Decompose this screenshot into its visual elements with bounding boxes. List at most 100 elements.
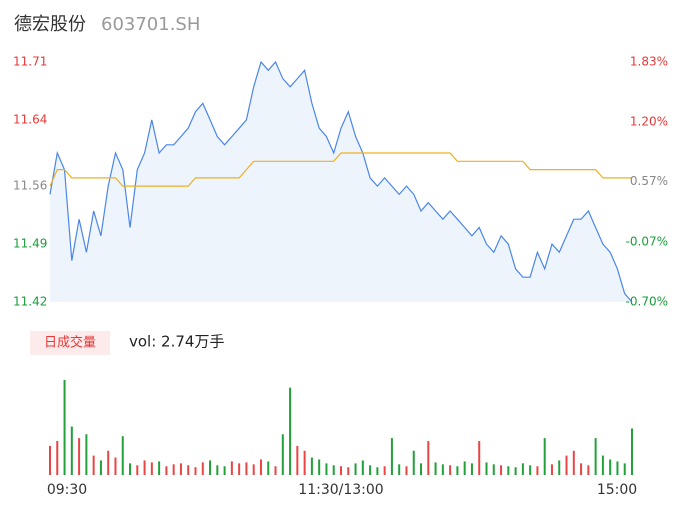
volume-bar [558,460,561,475]
volume-bar [412,450,415,475]
volume-bar [216,465,219,475]
volume-bar [209,460,212,475]
volume-bar [594,438,597,475]
volume-bar [49,445,51,475]
volume-bar [361,460,364,475]
volume-bar [259,459,262,475]
y2-tick-label: 0.57% [630,174,668,188]
volume-bar [165,466,168,475]
volume-bar [398,464,401,475]
x-tick-label: 15:00 [597,482,637,498]
y-tick-label: 11.42 [13,295,47,309]
volume-bar [223,466,226,475]
y2-tick-label: -0.70% [626,295,668,309]
volume-bar [194,467,197,475]
volume-bar [529,465,532,475]
y-tick-label: 11.71 [13,55,47,69]
volume-bar [92,455,95,475]
volume-bar [623,463,626,475]
volume-bar [383,466,386,475]
volume-bar [587,465,590,475]
volume-bar [405,466,408,475]
volume-bar [536,466,539,475]
volume-bar [325,463,328,475]
volume-bar [187,465,190,475]
volume-bar [281,434,284,475]
x-tick-label: 09:30 [47,482,87,498]
y2-tick-label: 1.83% [630,55,668,69]
volume-bar [543,438,546,475]
volume-bar [121,436,124,475]
volume-bar [500,465,503,475]
volume-bar [245,462,248,475]
volume-bar [470,463,473,475]
y2-tick-label: -0.07% [626,235,668,249]
volume-bar [616,461,619,475]
volume-bar [521,463,524,475]
volume-bar [129,463,132,475]
price-area [50,62,632,302]
volume-bar [340,466,342,475]
volume-bar [63,379,66,475]
volume-bar [78,438,81,475]
volume-bar [427,441,430,475]
y-tick-label: 11.64 [13,112,47,126]
volume-bar [201,462,204,475]
average-line [49,152,632,187]
volume-bar [449,465,452,475]
chart-subtitle: 603701.SH [101,14,200,35]
volume-bar [390,438,393,475]
volume-bar [609,459,612,475]
volume-bar [485,462,488,475]
volume-bar [332,465,335,475]
volume-bar [507,466,510,475]
volume-label-bg [30,331,110,355]
volume-bar [318,459,321,475]
volume-bar [601,455,604,475]
volume-summary: vol: 2.74万手 [129,333,224,351]
volume-bar [369,465,372,475]
volume-bar [107,450,110,475]
volume-bar [354,463,357,475]
volume-bar [179,463,182,475]
volume-bar [274,466,277,475]
y-tick-label: 11.49 [13,237,47,251]
volume-bar [456,466,459,475]
volume-bar [150,462,153,475]
volume-bar [514,467,517,475]
volume-bar [172,464,175,475]
volume-bar [565,455,568,475]
y2-tick-label: 1.20% [630,114,668,128]
volume-bar [441,464,444,475]
volume-bar [56,441,59,475]
volume-bar [580,463,583,475]
volume-bar [631,428,633,475]
volume-bar [136,465,139,475]
volume-bar [310,457,313,475]
volume-bar [85,434,88,475]
volume-bar [478,441,481,475]
volume-bar [289,387,292,475]
volume-bar [230,461,233,475]
volume-bar [420,463,423,475]
volume-bar [434,462,437,475]
volume-bar [99,460,102,475]
volume-bar [376,467,379,475]
volume-bar [296,445,299,475]
volume-bar [114,457,117,475]
volume-bar [70,426,73,475]
volume-bar [252,464,255,475]
volume-bar [143,460,146,475]
volume-bar [463,461,466,475]
volume-bar [267,461,270,475]
volume-bar [303,450,306,475]
chart-title: 德宏股份 [14,14,86,35]
volume-bar [572,450,575,475]
volume-bar [238,463,241,475]
volume-label: 日成交量 [44,335,96,351]
volume-bar [492,464,495,475]
volume-bar [550,464,553,475]
volume-bar [158,461,161,475]
y-tick-label: 11.56 [13,179,47,193]
